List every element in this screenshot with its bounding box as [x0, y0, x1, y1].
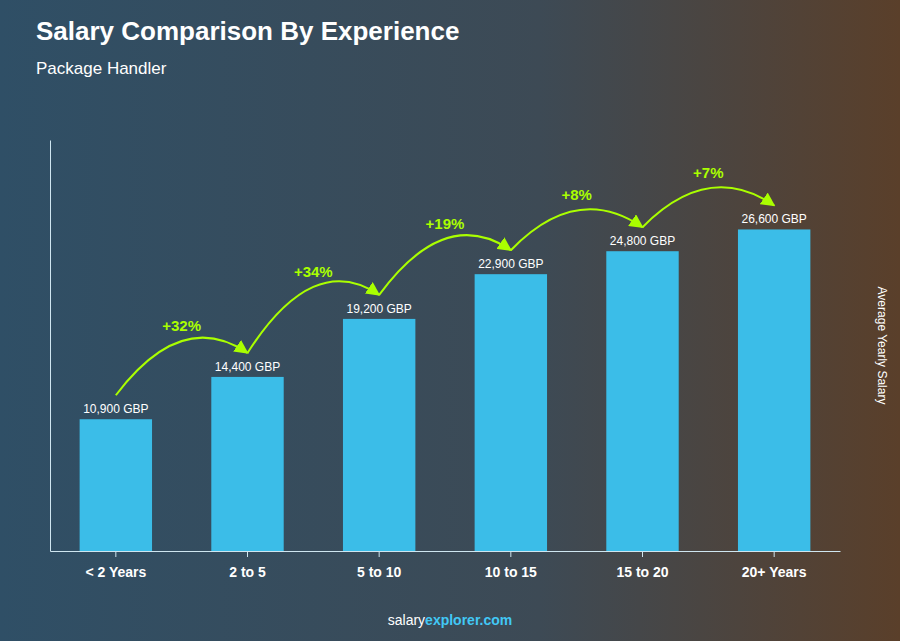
data-label: 19,200 GBP	[346, 302, 411, 316]
x-tick: 10 to 15	[485, 551, 537, 580]
x-tick-label: 5 to 10	[357, 564, 402, 580]
data-label: 10,900 GBP	[83, 402, 148, 416]
subtitle: Package Handler	[36, 59, 167, 78]
x-tick-mark	[115, 551, 116, 557]
growth-arrow	[379, 235, 511, 295]
footer: salaryexplorer.com	[388, 612, 513, 628]
x-tick-label: 2 to 5	[229, 564, 266, 580]
bar	[80, 419, 152, 551]
x-tick-mark	[379, 551, 380, 557]
growth-arrow	[643, 187, 775, 227]
x-tick-mark	[510, 551, 511, 557]
bar	[343, 319, 415, 551]
x-tick: < 2 Years	[85, 551, 146, 580]
data-label: 24,800 GBP	[610, 234, 675, 248]
x-tick-label: 10 to 15	[485, 564, 537, 580]
growth-arrow	[248, 281, 380, 353]
bar	[475, 274, 547, 551]
growth-arrow	[511, 209, 643, 250]
footer-part: explorer.com	[425, 612, 512, 628]
annotation: +8%	[561, 186, 591, 203]
x-axis-line	[51, 551, 841, 552]
bar	[738, 229, 810, 551]
x-tick-mark	[774, 551, 775, 557]
bar	[606, 251, 678, 551]
bar	[211, 377, 283, 551]
x-tick-mark	[247, 551, 248, 557]
annotation: +7%	[693, 164, 723, 181]
title: Salary Comparison By Experience	[36, 16, 459, 46]
plot: < 2 Years 2 to 5 5 to 10 10 to 15 15 to 20 20…	[51, 141, 841, 580]
y-axis-line	[50, 141, 51, 552]
x-tick-label: < 2 Years	[85, 564, 146, 580]
background	[0, 0, 900, 641]
x-tick: 15 to 20	[616, 551, 668, 580]
x-tick-label: 15 to 20	[616, 564, 668, 580]
data-labels: 10,900 GBP 14,400 GBP 19,200 GBP 22,900 GBP…	[83, 212, 807, 416]
x-tick-label: 20+ Years	[742, 564, 807, 580]
x-tick-mark	[642, 551, 643, 557]
annotation: +19%	[426, 215, 465, 232]
data-label: 14,400 GBP	[215, 360, 280, 374]
annotations: +32% +34% +19% +8% +7%	[116, 164, 774, 395]
y-axis-title: Average Yearly Salary	[875, 287, 889, 405]
chart: Salary Comparison By Experience Package H…	[0, 0, 900, 641]
footer-part: salary	[388, 612, 425, 628]
x-axis: < 2 Years 2 to 5 5 to 10 10 to 15 15 to 20 20…	[51, 551, 841, 580]
annotation: +32%	[162, 317, 201, 334]
x-tick: 5 to 10	[357, 551, 402, 580]
growth-arrow	[116, 338, 248, 396]
x-tick: 20+ Years	[742, 551, 807, 580]
bars	[80, 229, 811, 551]
data-label: 22,900 GBP	[478, 257, 543, 271]
y-axis	[50, 141, 51, 552]
data-label: 26,600 GBP	[741, 212, 806, 226]
annotation: +34%	[294, 263, 333, 280]
x-tick: 2 to 5	[229, 551, 266, 580]
